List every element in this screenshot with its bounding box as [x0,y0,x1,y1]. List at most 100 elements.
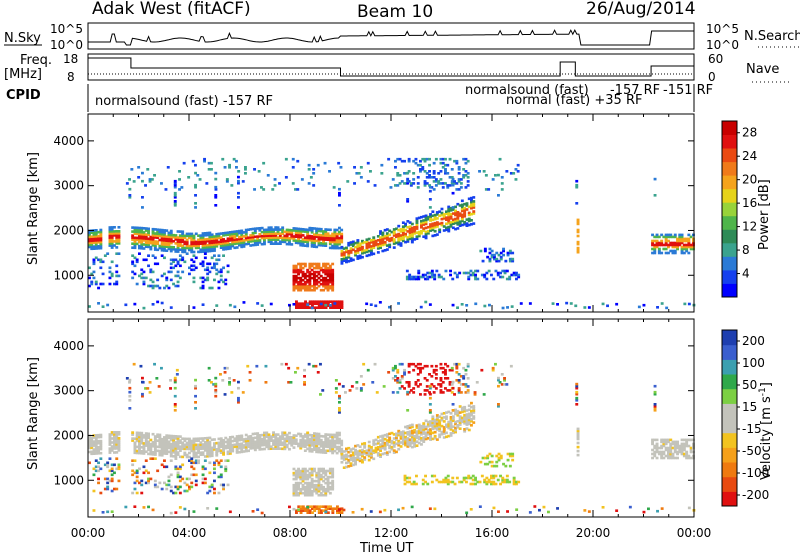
data-cell [326,485,330,489]
data-cell [169,452,173,456]
data-cell [181,244,185,248]
data-cell [673,243,677,247]
data-cell [158,230,162,234]
data-cell [422,215,426,218]
colorbar-tick-label: 28 [742,126,757,140]
data-cell [357,172,361,175]
data-cell [467,428,471,432]
data-cell [472,196,476,199]
data-cell [372,238,376,241]
data-cell [278,182,281,185]
data-cell [417,271,421,275]
data-cell [172,491,175,495]
data-cell [97,286,100,290]
data-cell [319,274,323,278]
data-cell [108,447,112,450]
data-cell [673,448,677,452]
data-cell [207,168,211,171]
data-cell [260,234,264,238]
data-cell [642,510,646,514]
data-cell [335,437,339,441]
data-cell [228,245,232,248]
data-cell [651,452,654,456]
data-cell [397,443,401,447]
data-cell [99,238,103,242]
data-cell [153,244,157,247]
data-cell [320,509,323,512]
data-cell [158,453,162,457]
data-cell [128,394,132,398]
data-cell [671,442,675,446]
data-cell [340,302,344,305]
colorbar-segment [722,202,737,217]
data-cell [398,387,402,390]
data-cell [199,234,203,237]
data-cell [264,364,268,368]
data-cell [392,232,396,235]
data-cell [653,177,657,181]
data-cell [242,235,246,238]
data-cell [469,482,473,486]
data-cell [310,493,314,497]
data-cell [99,433,103,437]
data-cell [326,288,330,292]
data-cell [94,434,98,437]
data-cell [424,232,428,236]
data-cell [173,185,177,189]
data-cell [181,443,185,447]
data-cell [453,180,456,183]
data-cell [269,226,273,229]
data-cell [303,276,307,280]
data-cell [338,394,341,398]
data-cell [430,275,434,279]
data-cell [483,456,487,460]
data-cell [147,446,150,450]
data-cell [556,507,559,510]
data-cell [106,252,110,255]
data-cell [460,418,464,422]
data-cell [185,443,189,447]
data-cell [263,236,266,240]
data-cell [374,239,378,243]
data-cell [463,407,467,411]
data-cell [326,469,330,473]
data-cell [213,262,216,266]
data-cell [244,172,247,175]
data-cell [292,270,296,274]
data-cell [494,174,497,177]
data-cell [470,202,473,206]
data-cell [110,240,114,243]
data-cell [307,362,311,366]
data-cell [319,487,323,491]
data-cell [345,461,348,465]
data-cell [148,391,152,394]
data-cell [363,450,367,453]
data-cell [163,465,166,469]
data-cell [435,217,439,220]
data-cell [667,243,670,247]
data-cell [135,242,139,246]
data-cell [615,302,619,306]
data-cell [190,449,194,453]
data-cell [140,435,144,439]
data-cell [97,439,100,443]
data-cell [269,230,273,233]
data-cell [158,286,162,290]
data-cell [222,266,225,270]
data-cell [453,393,456,396]
data-cell [201,465,205,469]
data-cell [299,239,303,243]
data-cell [324,230,328,233]
data-cell [226,440,230,443]
data-cell [192,280,196,284]
data-cell [135,475,139,479]
data-cell [391,377,395,380]
data-cell [342,508,346,512]
data-cell [215,454,219,457]
data-cell [379,439,382,442]
data-cell [149,235,153,239]
data-cell [290,444,294,447]
data-cell [206,276,210,280]
data-cell [469,269,473,273]
data-cell [303,284,307,288]
